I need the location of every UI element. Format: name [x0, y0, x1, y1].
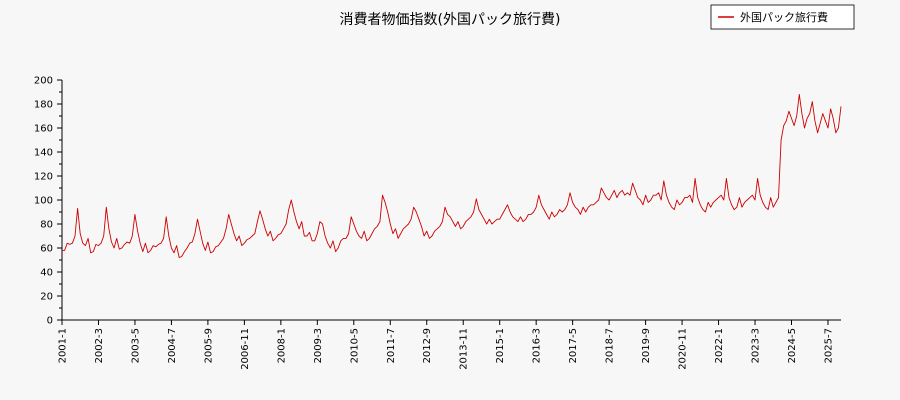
- x-tick-label: 2022-1: [714, 328, 725, 363]
- legend: 外国パック旅行費: [710, 4, 855, 30]
- legend-box: [710, 4, 855, 30]
- x-tick-label: 2016-3: [532, 328, 543, 363]
- y-tick-label: 140: [34, 148, 53, 159]
- legend-label: 外国パック旅行費: [740, 10, 828, 24]
- y-axis-ticks: 0 20 40 60 80 100 120 140 160 180 200: [34, 76, 62, 327]
- x-tick-label: 2005-9: [203, 328, 214, 363]
- y-tick-label: 180: [34, 100, 53, 111]
- series-layer: [62, 93, 842, 259]
- y-tick-label: 0: [47, 316, 53, 327]
- y-tick-label: 40: [40, 268, 53, 279]
- x-tick-label: 2017-5: [568, 328, 579, 363]
- x-tick-label: 2006-11: [240, 328, 251, 370]
- y-tick-label: 60: [40, 244, 53, 255]
- x-tick-label: 2024-5: [787, 328, 798, 363]
- y-tick-label: 100: [34, 196, 53, 207]
- x-tick-label: 2025-7: [823, 328, 834, 363]
- x-tick-label: 2018-7: [605, 328, 616, 363]
- y-tick-label: 160: [34, 124, 53, 135]
- x-tick-label: 2010-5: [349, 328, 360, 363]
- x-tick-label: 2011-7: [386, 328, 397, 363]
- y-tick-label: 20: [40, 292, 53, 303]
- x-tick-label: 2023-3: [751, 328, 762, 363]
- y-tick-label: 200: [34, 76, 53, 87]
- y-tick-label: 80: [40, 220, 53, 231]
- chart-title: 消費者物価指数(外国パック旅行費): [340, 12, 561, 28]
- x-tick-label: 2009-3: [313, 328, 324, 363]
- series-line: [62, 93, 842, 259]
- x-tick-label: 2004-7: [167, 328, 178, 363]
- x-tick-label: 2015-1: [495, 328, 506, 363]
- x-axis-ticks: 2001-1 2002-3 2003-5 2004-7 2005-9 2006-11 200…: [58, 320, 834, 370]
- x-tick-label: 2002-3: [94, 328, 105, 363]
- x-tick-label: 2008-1: [276, 328, 287, 363]
- y-tick-label: 120: [34, 172, 53, 183]
- x-tick-label: 2003-5: [130, 328, 141, 363]
- x-tick-label: 2019-9: [641, 328, 652, 363]
- x-tick-label: 2001-1: [58, 328, 69, 363]
- x-tick-label: 2020-11: [678, 328, 689, 370]
- x-tick-label: 2013-11: [459, 328, 470, 370]
- x-tick-label: 2012-9: [422, 328, 433, 363]
